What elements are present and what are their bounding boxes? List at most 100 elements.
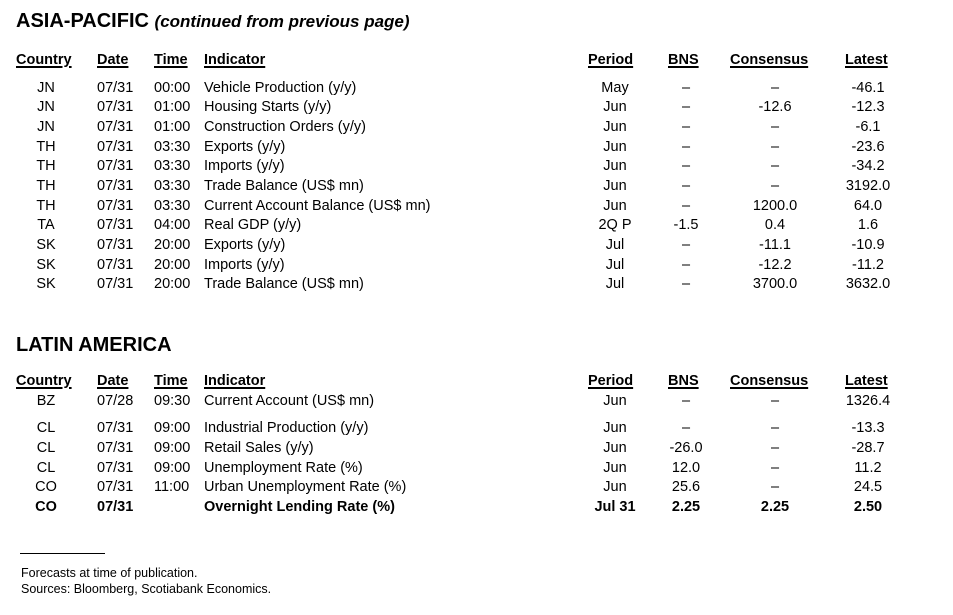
cell-time: 01:00 — [154, 119, 191, 135]
cell-bns: – — [681, 198, 691, 214]
cell-period: Jul — [605, 237, 625, 253]
cell-consensus: – — [770, 460, 780, 476]
cell-country: JN — [37, 119, 55, 135]
cell-indicator: Industrial Production (y/y) — [204, 420, 369, 436]
table-header: Country Date Time Indicator Period BNS Consens… — [0, 372, 953, 391]
cell-time: 03:30 — [154, 158, 191, 174]
cell-period: Jun — [603, 158, 627, 174]
cell-time: 04:00 — [154, 217, 191, 233]
cell-period: Jun — [603, 139, 627, 155]
cell-bns: 12.0 — [671, 460, 701, 476]
cell-consensus: 1200.0 — [752, 198, 798, 214]
cell-consensus: – — [770, 178, 780, 194]
footnote-forecasts: Forecasts at time of publication. — [21, 566, 198, 580]
cell-latest: -6.1 — [855, 119, 881, 135]
cell-indicator: Vehicle Production (y/y) — [204, 80, 357, 96]
table-row: CL 07/31 09:00 Industrial Production (y/y) J… — [0, 419, 953, 438]
cell-date: 07/31 — [97, 479, 134, 495]
cell-consensus: Consensus — [730, 52, 809, 68]
cell-indicator: Housing Starts (y/y) — [204, 99, 332, 115]
cell-date: 07/31 — [97, 158, 134, 174]
cell-period: Jul — [605, 276, 625, 292]
cell-indicator: Exports (y/y) — [204, 139, 286, 155]
cell-period: Jun — [603, 440, 627, 456]
cell-bns: – — [681, 257, 691, 273]
cell-date: 07/31 — [97, 276, 134, 292]
cell-date: 07/31 — [97, 217, 134, 233]
cell-bns: – — [681, 99, 691, 115]
cell-time: 00:00 — [154, 80, 191, 96]
cell-latest: Latest — [845, 373, 888, 389]
cell-time: 09:30 — [154, 393, 191, 409]
cell-consensus: – — [770, 158, 780, 174]
footnote-divider — [20, 553, 105, 554]
table-row: TH 07/31 03:30 Current Account Balance (US$… — [0, 197, 953, 216]
cell-country: CL — [36, 440, 56, 456]
table-row: JN 07/31 00:00 Vehicle Production (y/y) May –… — [0, 79, 953, 98]
cell-time: 20:00 — [154, 257, 191, 273]
cell-time: 09:00 — [154, 440, 191, 456]
cell-consensus: – — [770, 119, 780, 135]
latin-america-title: LATIN AMERICA — [16, 334, 172, 356]
cell-date: 07/31 — [97, 119, 134, 135]
cell-date: Date — [97, 52, 129, 68]
cell-bns: -1.5 — [673, 217, 699, 233]
cell-indicator: Unemployment Rate (%) — [204, 460, 363, 476]
cell-country: JN — [37, 80, 55, 96]
table-row: CL 07/31 09:00 Unemployment Rate (%) Jun 12.0… — [0, 459, 953, 478]
cell-bns: BNS — [668, 373, 699, 389]
cell-country: JN — [37, 99, 55, 115]
cell-consensus: -12.2 — [758, 257, 792, 273]
footnote-sources: Sources: Bloomberg, Scotiabank Economics… — [21, 582, 272, 596]
cell-period: Jun — [603, 178, 627, 194]
cell-country: TH — [36, 158, 56, 174]
cell-consensus: – — [770, 420, 780, 436]
cell-latest: 24.5 — [853, 479, 883, 495]
cell-country: CL — [36, 420, 56, 436]
cell-period: Jun — [603, 393, 627, 409]
cell-time: 20:00 — [154, 276, 191, 292]
cell-indicator: Urban Unemployment Rate (%) — [204, 479, 407, 495]
cell-time: 09:00 — [154, 420, 191, 436]
cell-indicator: Overnight Lending Rate (%) — [204, 499, 395, 515]
cell-country: Country — [16, 52, 72, 68]
cell-consensus: -11.1 — [759, 237, 791, 253]
cell-bns: 25.6 — [671, 479, 701, 495]
table-row: TH 07/31 03:30 Exports (y/y) Jun – – -23.6 — [0, 138, 953, 157]
cell-date: 07/31 — [97, 420, 134, 436]
table-row: SK 07/31 20:00 Imports (y/y) Jul – -12.2 -11.2 — [0, 256, 953, 275]
table-row: TH 07/31 03:30 Trade Balance (US$ mn) Jun – – 3… — [0, 177, 953, 196]
cell-period: Jun — [603, 99, 627, 115]
cell-bns: – — [681, 158, 691, 174]
cell-date: 07/31 — [97, 499, 134, 515]
table-row: TA 07/31 04:00 Real GDP (y/y) 2Q P -1.5 0.4 1.6 — [0, 216, 953, 235]
cell-country: SK — [36, 276, 56, 292]
cell-time: 03:30 — [154, 198, 191, 214]
cell-indicator: Construction Orders (y/y) — [204, 119, 366, 135]
cell-period: Jun — [603, 460, 627, 476]
cell-bns: 2.25 — [671, 499, 701, 515]
cell-time: 09:00 — [154, 460, 191, 476]
cell-latest: -34.2 — [851, 158, 885, 174]
table-row: TH 07/31 03:30 Imports (y/y) Jun – – -34.2 — [0, 157, 953, 176]
section-subtitle: (continued from previous page) — [154, 12, 410, 31]
cell-latest: 3632.0 — [845, 276, 891, 292]
cell-indicator: Imports (y/y) — [204, 158, 285, 174]
cell-country: BZ — [36, 393, 56, 409]
section-title: ASIA-PACIFIC — [16, 10, 149, 32]
cell-indicator: Trade Balance (US$ mn) — [204, 276, 364, 292]
cell-indicator: Real GDP (y/y) — [204, 217, 302, 233]
cell-consensus: Consensus — [730, 373, 809, 389]
table-header: Country Date Time Indicator Period BNS Consens… — [0, 51, 953, 70]
cell-bns: -26.0 — [669, 440, 703, 456]
cell-latest: -12.3 — [851, 99, 885, 115]
cell-latest: 3192.0 — [845, 178, 891, 194]
cell-latest: -13.3 — [851, 420, 885, 436]
cell-consensus: – — [770, 80, 780, 96]
cell-date: 07/31 — [97, 440, 134, 456]
cell-bns: – — [681, 420, 691, 436]
cell-date: 07/31 — [97, 99, 134, 115]
table-row: JN 07/31 01:00 Construction Orders (y/y) Jun… — [0, 118, 953, 137]
cell-period: Period — [588, 52, 634, 68]
table-row: SK 07/31 20:00 Exports (y/y) Jul – -11.1 -10.9 — [0, 236, 953, 255]
